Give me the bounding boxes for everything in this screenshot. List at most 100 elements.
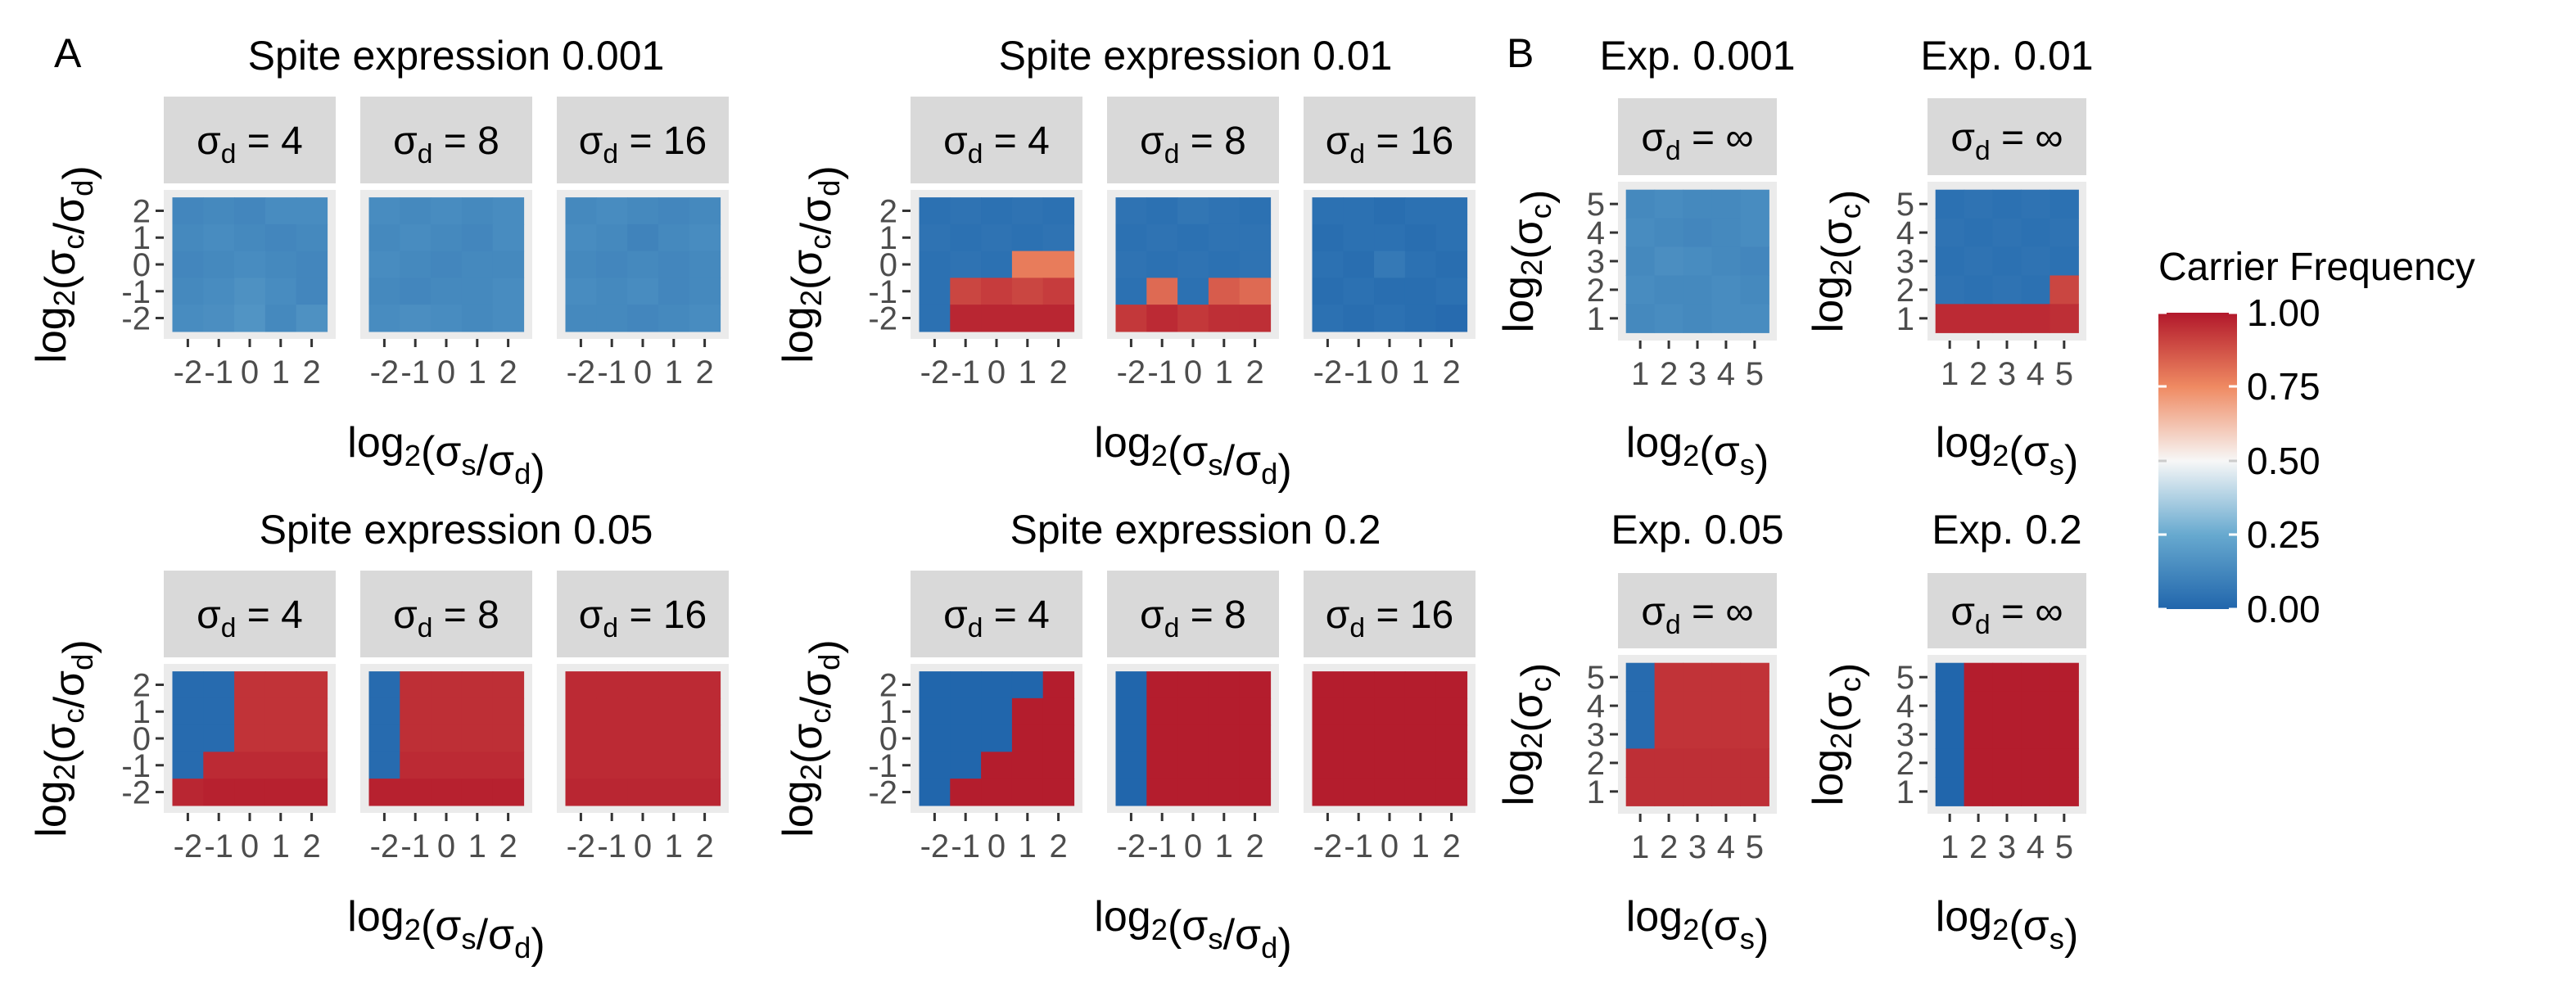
y-tick-label: 1 — [879, 694, 897, 730]
heatmap-cell — [689, 278, 721, 305]
heatmap-cell — [1239, 779, 1272, 806]
x-tick-label: 2 — [302, 828, 320, 864]
heatmap-cell — [596, 197, 628, 225]
heatmap-cell — [596, 779, 628, 806]
heatmap-cell — [1374, 724, 1406, 752]
heatmap-cell — [1177, 251, 1209, 278]
y-axis-label: log2(σc) — [1805, 663, 1870, 806]
x-tick-label: 1 — [272, 354, 290, 390]
x-tick-label: 1 — [1941, 829, 1959, 865]
heatmap-cell — [1239, 305, 1272, 332]
x-tick-label: 1 — [1631, 356, 1649, 392]
heatmap-cell — [1177, 671, 1209, 699]
heatmap-cell — [981, 278, 1013, 305]
heatmap-cell — [919, 697, 951, 726]
legend-tick-0.75: 0.75 — [2158, 365, 2321, 408]
heatmap-cell — [492, 305, 525, 332]
heatmap-cell — [461, 305, 494, 332]
heatmap-cell — [1404, 251, 1437, 278]
heatmap-cell — [1654, 218, 1684, 248]
y-tick-label: 2 — [879, 667, 897, 703]
heatmap-cell — [565, 752, 597, 779]
heatmap-cell — [2050, 275, 2079, 305]
heatmap-cell — [1177, 697, 1209, 726]
heatmap-cell — [2021, 720, 2050, 750]
heatmap-cell — [1683, 748, 1713, 778]
y-tick-label: 1 — [1587, 301, 1605, 337]
heatmap-cell — [950, 305, 982, 332]
x-tick-label: 5 — [1746, 356, 1764, 392]
facet-strip — [911, 97, 1082, 183]
x-axis-label: log2(σs/σd) — [347, 419, 545, 494]
y-tick-label: 4 — [1896, 688, 1914, 724]
facet-strip-label: σd = 16 — [1326, 120, 1453, 169]
heatmap-cell — [1683, 777, 1713, 806]
heatmap-cell — [2050, 777, 2079, 806]
heatmap-cell — [1042, 197, 1075, 225]
x-tick-label: 1 — [665, 354, 683, 390]
facet-strip-label: σd = 8 — [1140, 120, 1246, 169]
heatmap-cell — [461, 779, 494, 806]
heatmap-cell — [431, 223, 463, 252]
heatmap-cell — [1654, 304, 1684, 333]
y-axis-label: log2(σc) — [1805, 190, 1870, 333]
facet: σd = 16 -2 -1 0 1 2 — [557, 97, 729, 390]
heatmap-cell — [596, 697, 628, 726]
heatmap-cell — [1992, 275, 2022, 305]
heatmap-cell — [1711, 218, 1741, 248]
chart-title: Exp. 0.05 — [1611, 507, 1783, 553]
heatmap-cell — [919, 724, 951, 752]
x-axis-label: log2(σs) — [1936, 419, 2079, 485]
x-axis-label: log2(σs) — [1936, 893, 2079, 959]
heatmap-cell — [1374, 197, 1406, 225]
heatmap-cell — [565, 223, 597, 252]
x-tick-label: 1 — [1215, 354, 1233, 390]
heatmap-cell — [1208, 671, 1241, 699]
heatmap-cell — [919, 671, 951, 699]
heatmap-cell — [1312, 779, 1344, 806]
heatmap-cell — [400, 223, 432, 252]
heatmap-cell — [981, 779, 1013, 806]
heatmap-cell — [1683, 304, 1713, 333]
heatmap-cell — [264, 197, 297, 225]
heatmap-cell — [1711, 189, 1741, 219]
x-tick-label: 0 — [987, 354, 1006, 390]
heatmap-cell — [950, 697, 982, 726]
x-tick-label: 1 — [1019, 354, 1037, 390]
facet-strip-label: σd = ∞ — [1950, 590, 2063, 640]
heatmap-cell — [1683, 189, 1713, 219]
y-tick-label: 4 — [1587, 688, 1605, 724]
heatmap-cell — [1711, 720, 1741, 750]
heatmap-cell — [1935, 246, 1965, 277]
heatmap-cell — [1964, 218, 1994, 248]
heatmap-cell — [1964, 662, 1994, 693]
heatmap-cell — [234, 752, 266, 779]
heatmap-cell — [492, 779, 525, 806]
heatmap-cell — [1374, 779, 1406, 806]
panel-label-a: A — [54, 30, 82, 76]
heatmap-cell — [234, 671, 266, 699]
heatmap-cell — [1115, 197, 1147, 225]
heatmap-cell — [1208, 251, 1241, 278]
heatmap-cell — [234, 223, 266, 252]
heatmap-cell — [565, 724, 597, 752]
heatmap-cell — [296, 278, 328, 305]
x-tick-label: -2 — [1117, 828, 1146, 864]
heatmap-cell — [950, 671, 982, 699]
heatmap-cell — [172, 671, 204, 699]
heatmap-cell — [1711, 246, 1741, 277]
facet-strip-label: σd = ∞ — [1950, 116, 2063, 166]
heatmap-cell — [1683, 720, 1713, 750]
heatmap-cell — [172, 223, 204, 252]
x-tick-label: 2 — [1049, 354, 1067, 390]
heatmap-cell — [1115, 724, 1147, 752]
x-tick-label: 5 — [2055, 356, 2073, 392]
heatmap-cell — [658, 697, 690, 726]
y-axis-label: log2(σc/σd) — [28, 165, 102, 363]
heatmap-cell — [461, 278, 494, 305]
